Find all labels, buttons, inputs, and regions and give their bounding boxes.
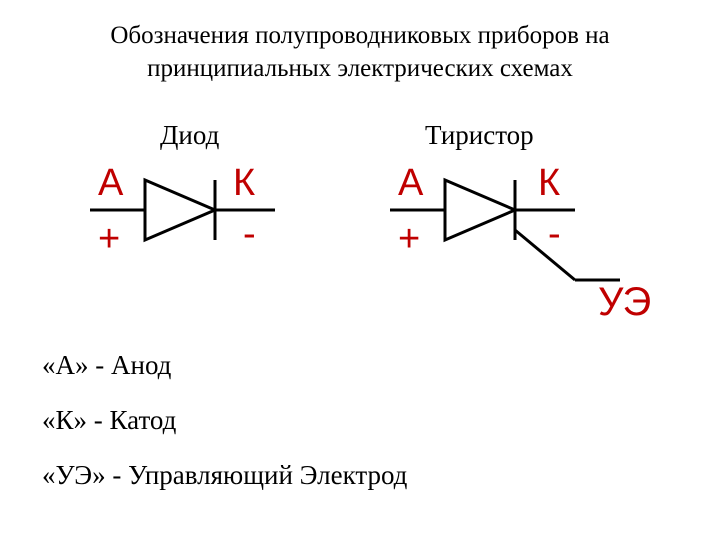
thyristor-cathode-label: К: [538, 162, 560, 205]
diode-cathode-label: К: [233, 162, 255, 205]
diode-anode-label: А: [98, 162, 123, 205]
thyristor-plus: +: [398, 218, 420, 261]
legend-cathode: «К» - Катод: [42, 405, 176, 436]
diode-label: Диод: [160, 120, 219, 151]
thyristor-minus: -: [548, 213, 561, 256]
thyristor-label: Тиристор: [425, 120, 534, 151]
thyristor-anode-label: А: [398, 162, 423, 205]
legend-anode: «А» - Анод: [42, 350, 171, 381]
diode-minus: -: [243, 213, 256, 256]
title-line1: Обозначения полупроводниковых приборов н…: [110, 22, 609, 49]
page-title: Обозначения полупроводниковых приборов н…: [0, 20, 720, 85]
thyristor-gate-label: УЭ: [598, 280, 651, 325]
title-line2: принципиальных электрических схемах: [147, 55, 573, 82]
diode-plus: +: [98, 218, 120, 261]
legend-gate: «УЭ» - Управляющий Электрод: [42, 460, 407, 491]
